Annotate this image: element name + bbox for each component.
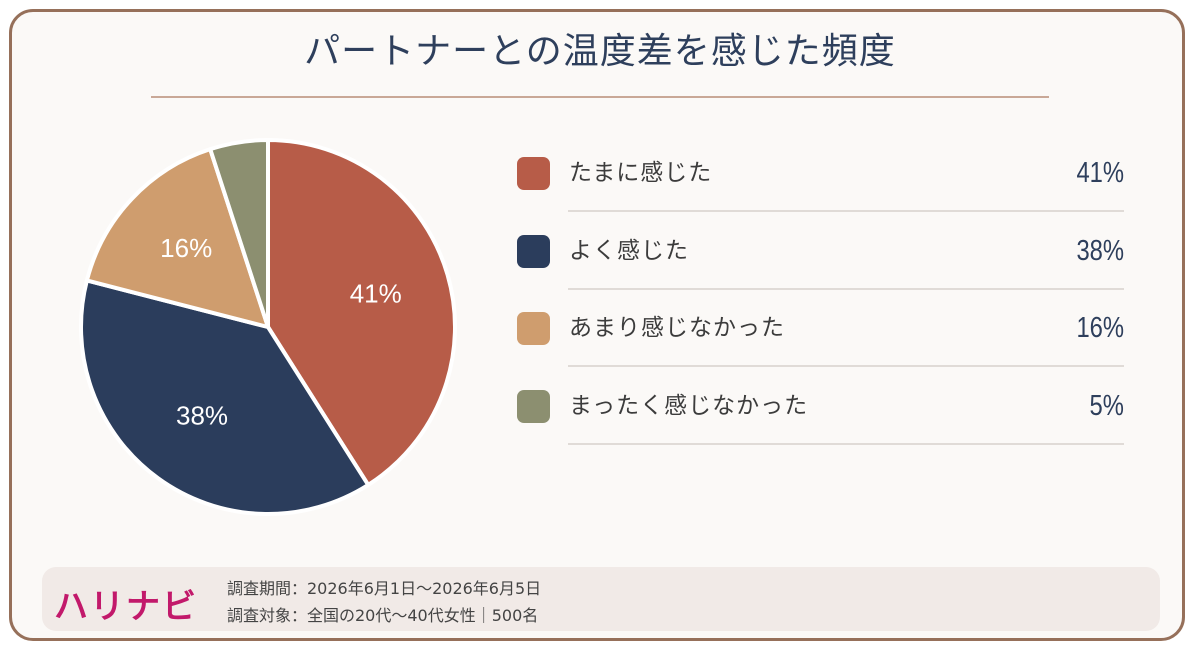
legend-swatch [517,312,550,345]
legend-value: 5% [1089,390,1124,422]
legend-divider [568,210,1124,212]
legend-value: 38% [1076,235,1124,267]
legend-divider [568,288,1124,290]
legend-label: たまに感じた [569,160,713,186]
pie-slice [79,278,371,516]
legend-value: 41% [1076,157,1124,189]
legend-item: あまり感じなかった 16% [517,312,1124,390]
legend-swatch [517,235,550,268]
title-divider [151,96,1049,98]
legend-divider [568,365,1124,367]
legend-divider [568,443,1124,445]
chart-title: パートナーとの温度差を感じた頻度 [304,31,896,72]
legend-item: まったく感じなかった 5% [517,390,1124,468]
survey-target: 調査対象：全国の20代～40代女性｜500名 [227,606,539,625]
footer-panel: ハリナビ 調査期間：2026年6月1日～2026年6月5日 調査対象：全国の20… [42,567,1160,631]
legend-item: よく感じた 38% [517,235,1124,313]
slice-label: 41% [350,279,402,309]
legend-item: たまに感じた 41% [517,157,1124,235]
pie-slice [208,138,270,329]
slice-label: 38% [176,401,228,431]
brand-logo: ハリナビ [54,587,198,627]
slice-label: 16% [160,233,212,263]
legend-swatch [517,390,550,423]
legend-label: まったく感じなかった [569,393,809,419]
legend-label: あまり感じなかった [569,315,785,341]
legend-swatch [517,157,550,190]
legend-label: よく感じた [569,238,689,264]
legend-value: 16% [1076,312,1124,344]
survey-period: 調査期間：2026年6月1日～2026年6月5日 [227,579,542,598]
